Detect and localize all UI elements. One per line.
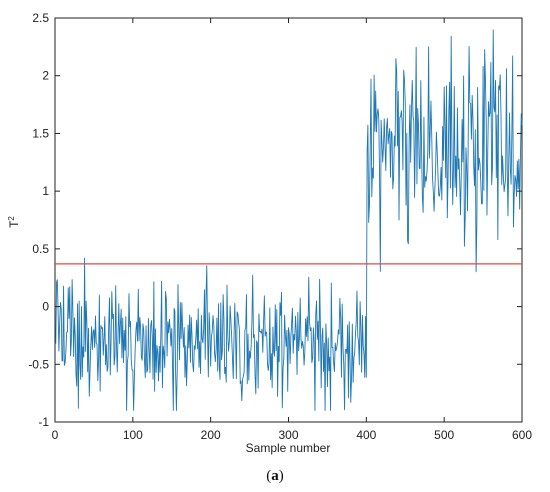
x-tick-label: 500 <box>434 428 454 442</box>
x-axis-ticks: 0 100 200 300 400 500 600 <box>52 18 532 442</box>
series-group <box>55 29 523 411</box>
x-tick-label: 0 <box>52 428 59 442</box>
y-tick-label: -1 <box>38 415 49 429</box>
y-tick-label: -0.5 <box>28 357 49 371</box>
y-tick-label: 1.5 <box>32 126 49 140</box>
x-tick-label: 600 <box>512 428 532 442</box>
y-tick-label: 2 <box>42 69 49 83</box>
y-tick-label: 1 <box>42 184 49 198</box>
y-axis-label-base: T <box>7 220 21 228</box>
y-tick-label: 2.5 <box>32 11 49 25</box>
series-line <box>55 29 523 411</box>
y-axis-label-superscript: 2 <box>7 216 16 221</box>
y-axis-ticks: -1 -0.5 0 0.5 1 1.5 2 2.5 <box>28 11 522 429</box>
y-axis-label: T2 <box>7 216 22 228</box>
x-tick-label: 200 <box>201 428 221 442</box>
y-tick-label: 0 <box>42 300 49 314</box>
caption-open-paren: ( <box>266 468 272 484</box>
x-tick-label: 100 <box>123 428 143 442</box>
y-tick-label: 0.5 <box>32 242 49 256</box>
figure-caption: (a) <box>0 468 550 485</box>
caption-close-paren: ) <box>278 468 284 484</box>
x-tick-label: 400 <box>356 428 376 442</box>
x-tick-label: 300 <box>278 428 298 442</box>
caption-letter: a <box>271 468 279 484</box>
x-axis-label: Sample number <box>246 441 331 455</box>
